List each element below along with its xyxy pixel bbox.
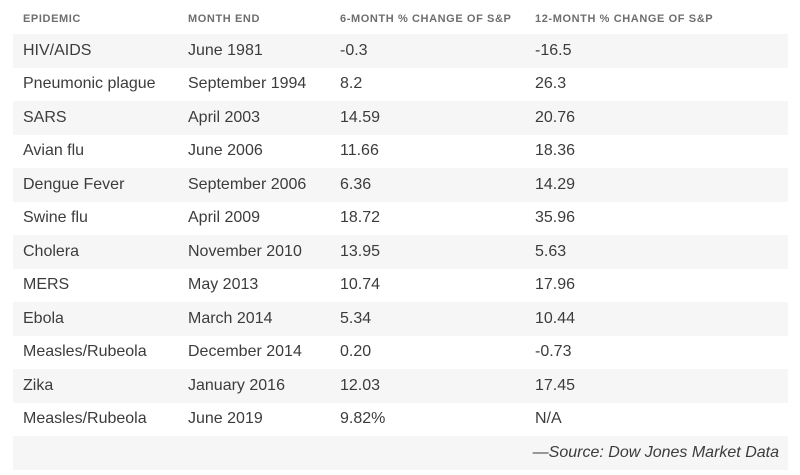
table-header: EPIDEMIC MONTH END 6-MONTH % CHANGE OF S…: [13, 0, 788, 34]
epidemics-sp500-table: EPIDEMIC MONTH END 6-MONTH % CHANGE OF S…: [13, 0, 788, 470]
cell-month-end: September 1994: [188, 75, 307, 93]
cell-epidemic: Dengue Fever: [23, 175, 125, 193]
table-row: MERS May 2013 10.74 17.96: [13, 269, 788, 303]
cell-six-month: 10.74: [340, 276, 381, 294]
cell-twelve-month: 20.76: [535, 108, 576, 126]
column-header-12-month-change: 12-MONTH % CHANGE OF S&P: [525, 0, 788, 34]
table-row: Dengue Fever September 2006 6.36 14.29: [13, 168, 788, 202]
cell-epidemic: Avian flu: [23, 142, 85, 160]
column-header-month-end: MONTH END: [178, 0, 330, 34]
table-row: SARS April 2003 14.59 20.76: [13, 101, 788, 135]
cell-six-month: 14.59: [340, 108, 381, 126]
cell-epidemic: HIV/AIDS: [23, 41, 92, 59]
cell-epidemic: Zika: [23, 376, 54, 394]
cell-month-end: June 2019: [188, 410, 263, 428]
cell-epidemic: Measles/Rubeola: [23, 410, 147, 428]
cell-six-month: 18.72: [340, 209, 381, 227]
cell-six-month: -0.3: [340, 41, 368, 59]
column-header-6-month-change: 6-MONTH % CHANGE OF S&P: [330, 0, 525, 34]
cell-twelve-month: 17.45: [535, 376, 576, 394]
cell-six-month: 5.34: [340, 309, 372, 327]
cell-six-month: 0.20: [340, 343, 372, 361]
table-row: Swine flu April 2009 18.72 35.96: [13, 202, 788, 236]
table-body: HIV/AIDS June 1981 -0.3 -16.5 Pneumonic plag…: [13, 34, 788, 436]
cell-epidemic: Swine flu: [23, 209, 88, 227]
cell-twelve-month: -16.5: [535, 41, 572, 59]
table-row: Measles/Rubeola June 2019 9.82% N/A: [13, 403, 788, 437]
cell-twelve-month: 10.44: [535, 309, 576, 327]
table-row: Cholera November 2010 13.95 5.63: [13, 235, 788, 269]
cell-epidemic: Ebola: [23, 309, 64, 327]
cell-six-month: 6.36: [340, 175, 372, 193]
cell-month-end: March 2014: [188, 309, 273, 327]
table-footer: —Source: Dow Jones Market Data: [13, 436, 788, 470]
cell-month-end: April 2003: [188, 108, 261, 126]
cell-six-month: 12.03: [340, 376, 381, 394]
cell-twelve-month: 14.29: [535, 175, 576, 193]
cell-epidemic: MERS: [23, 276, 70, 294]
table-row: Avian flu June 2006 11.66 18.36: [13, 135, 788, 169]
table-row: Zika January 2016 12.03 17.45: [13, 369, 788, 403]
cell-twelve-month: -0.73: [535, 343, 572, 361]
cell-six-month: 9.82%: [340, 410, 386, 428]
table-row: Measles/Rubeola December 2014 0.20 -0.73: [13, 336, 788, 370]
cell-twelve-month: 18.36: [535, 142, 576, 160]
cell-month-end: January 2016: [188, 376, 285, 394]
cell-twelve-month: 35.96: [535, 209, 576, 227]
cell-month-end: December 2014: [188, 343, 302, 361]
cell-month-end: May 2013: [188, 276, 259, 294]
cell-month-end: September 2006: [188, 175, 307, 193]
cell-six-month: 11.66: [340, 142, 379, 160]
table-row: HIV/AIDS June 1981 -0.3 -16.5: [13, 34, 788, 68]
cell-twelve-month: 17.96: [535, 276, 576, 294]
header-row: EPIDEMIC MONTH END 6-MONTH % CHANGE OF S…: [13, 0, 788, 34]
table-row: Pneumonic plague September 1994 8.2 26.3: [13, 68, 788, 102]
cell-month-end: June 2006: [188, 142, 263, 160]
cell-twelve-month: 26.3: [535, 75, 567, 93]
cell-six-month: 8.2: [340, 75, 363, 93]
cell-epidemic: SARS: [23, 108, 67, 126]
cell-month-end: November 2010: [188, 242, 302, 260]
source-attribution: —Source: Dow Jones Market Data: [13, 436, 788, 470]
column-header-epidemic: EPIDEMIC: [13, 0, 178, 34]
cell-month-end: June 1981: [188, 41, 263, 59]
table-row: Ebola March 2014 5.34 10.44: [13, 302, 788, 336]
cell-month-end: April 2009: [188, 209, 261, 227]
cell-epidemic: Cholera: [23, 242, 80, 260]
cell-six-month: 13.95: [340, 242, 381, 260]
cell-twelve-month: N/A: [535, 410, 562, 428]
source-row: —Source: Dow Jones Market Data: [13, 436, 788, 470]
cell-epidemic: Measles/Rubeola: [23, 343, 147, 361]
cell-epidemic: Pneumonic plague: [23, 75, 156, 93]
cell-twelve-month: 5.63: [535, 242, 567, 260]
